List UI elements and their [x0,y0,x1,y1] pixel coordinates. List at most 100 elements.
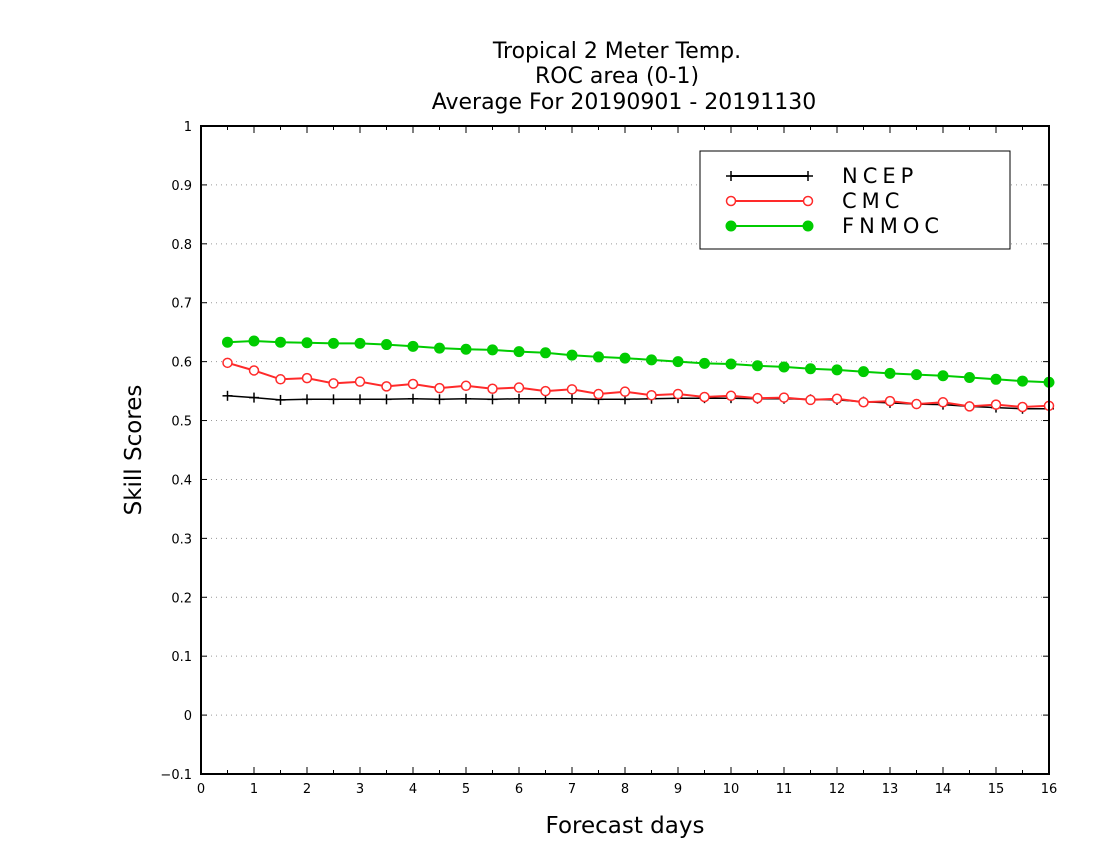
data-point-cmc [248,365,260,376]
data-point-fnmoc [328,337,339,349]
data-point-cmc [513,382,525,393]
data-point-ncep [328,394,339,405]
data-point-cmc [778,392,790,403]
data-point-fnmoc [884,367,896,379]
x-tick-label: 7 [568,782,576,797]
data-point-ncep [222,390,233,401]
data-point-ncep [514,393,524,404]
data-point-fnmoc [513,346,525,358]
x-tick-label: 0 [197,782,205,797]
data-point-ncep [567,393,577,404]
data-point-cmc [964,401,975,412]
legend-marker-fnmoc [725,220,737,232]
y-tick-label: 0.7 [171,297,192,312]
y-tick-label: 0.9 [171,179,192,194]
x-tick-label: 6 [515,782,523,797]
data-point-fnmoc [460,343,472,355]
axis-ticks: −0.100.10.20.30.40.50.60.70.80.910 1 2 3 4 5 6… [160,120,1057,797]
chart-title: Tropical 2 Meter Temp. ROC area (0-1) Av… [432,39,817,115]
y-tick-label: 0.6 [171,356,192,371]
data-point-fnmoc [1017,375,1028,387]
y-tick-label: −0.1 [160,768,192,783]
y-tick-label: 0.3 [171,532,192,547]
x-tick-label: 2 [303,782,311,797]
data-point-ncep [434,394,445,405]
series-line-cmc [227,361,1050,409]
data-point-fnmoc [858,366,869,378]
data-point-fnmoc [248,335,260,347]
legend: NCEP CMC FNMOC [699,150,1011,250]
data-point-cmc [699,391,710,403]
data-point-cmc [672,388,684,400]
data-point-fnmoc [540,347,551,359]
data-point-cmc [858,397,869,408]
data-point-ncep [461,393,471,404]
y-tick-label: 0.4 [171,473,192,488]
data-point-cmc [831,393,843,404]
x-tick-label: 9 [674,782,682,797]
data-point-ncep [275,394,286,405]
y-tick-label: 0.2 [171,591,192,606]
data-point-ncep [381,394,392,405]
data-point-cmc [328,378,339,389]
data-point-cmc [301,372,313,384]
title-line-2: ROC area (0-1) [535,64,699,89]
data-point-cmc [1017,401,1028,413]
data-point-fnmoc [381,339,392,351]
x-tick-label: 3 [356,782,364,797]
legend-label-fnmoc: FNMOC [842,214,944,238]
data-point-fnmoc [752,360,763,372]
x-tick-label: 12 [829,782,846,797]
legend-swatches [725,171,814,232]
x-axis-label: Forecast days [546,813,705,839]
data-point-cmc [381,381,392,392]
data-point-fnmoc [911,369,922,381]
data-point-cmc [540,385,551,397]
series-cmc [222,357,1055,413]
data-point-fnmoc [805,363,816,375]
data-point-fnmoc [593,351,604,363]
data-point-fnmoc [566,349,578,361]
y-tick-label: 0.1 [171,650,192,665]
data-point-fnmoc [275,336,286,348]
title-line-1: Tropical 2 Meter Temp. [492,39,741,64]
legend-marker-ncep [726,171,736,181]
data-point-cmc [884,395,896,407]
series-fnmoc [222,335,1055,388]
data-point-fnmoc [301,337,313,349]
data-point-fnmoc [990,373,1002,385]
data-point-fnmoc [964,372,975,384]
x-tick-label: 5 [462,782,470,797]
gridlines [201,184,1049,716]
data-point-cmc [487,383,498,394]
data-point-ncep [408,393,418,404]
data-point-cmc [434,382,445,394]
legend-marker-ncep [803,171,813,181]
legend-label-ncep: NCEP [842,164,918,188]
data-point-fnmoc [778,361,790,373]
data-point-ncep [487,394,498,405]
data-point-fnmoc [222,336,233,348]
x-tick-label: 13 [882,782,899,797]
data-point-ncep [249,392,259,403]
data-point-cmc [275,374,286,385]
data-point-fnmoc [619,352,631,364]
x-tick-label: 16 [1041,782,1058,797]
series-layer [222,335,1055,414]
y-tick-label: 0 [184,709,192,724]
data-point-cmc [805,394,816,406]
data-point-fnmoc [434,342,445,354]
x-tick-label: 8 [621,782,629,797]
data-point-fnmoc [354,337,366,349]
series-line-ncep [227,395,1049,410]
y-tick-label: 0.5 [171,415,192,430]
legend-label-cmc: CMC [842,189,904,213]
data-point-cmc [911,398,922,410]
legend-marker-fnmoc [802,220,814,232]
x-tick-label: 10 [723,782,740,797]
x-tick-label: 1 [250,782,258,797]
x-tick-label: 14 [935,782,952,797]
legend-marker-cmc [725,195,737,207]
data-point-cmc [407,378,419,390]
